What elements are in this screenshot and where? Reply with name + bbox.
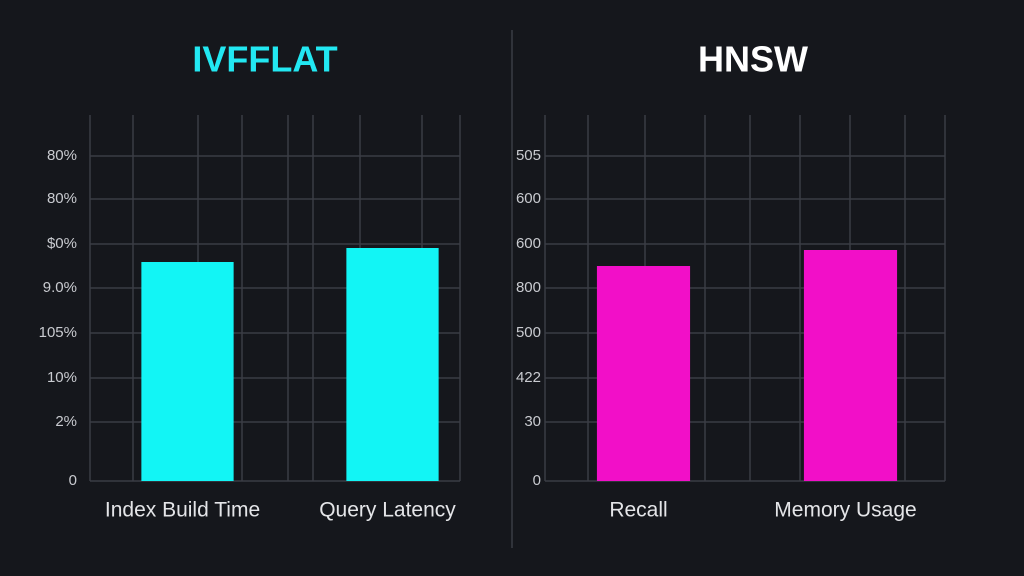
bar (596, 266, 691, 481)
x-tick-label: Recall (609, 499, 667, 522)
y-tick-label: 9.0% (43, 279, 77, 296)
bar (346, 248, 439, 481)
chart-title: HNSW (698, 39, 808, 80)
y-tick-label: 422 (516, 369, 541, 386)
y-tick-label: 80% (47, 190, 77, 207)
chart-title: IVFFLAT (192, 39, 337, 80)
y-tick-label: 800 (516, 279, 541, 296)
y-tick-label: 10% (47, 369, 77, 386)
y-tick-label: 105% (39, 324, 77, 341)
x-tick-label: Memory Usage (774, 499, 916, 522)
x-tick-label: Index Build Time (105, 499, 260, 522)
y-tick-label: 0 (533, 472, 541, 489)
y-tick-label: 30 (524, 413, 541, 430)
y-tick-label: 80% (47, 147, 77, 164)
bar (141, 262, 234, 481)
y-tick-label: 505 (516, 147, 541, 164)
x-tick-label: Query Latency (319, 499, 456, 522)
y-tick-label: 2% (55, 413, 77, 430)
y-tick-label: 600 (516, 235, 541, 252)
bar (803, 250, 898, 481)
y-tick-label: 600 (516, 190, 541, 207)
y-tick-label: 500 (516, 324, 541, 341)
y-tick-label: $0% (47, 235, 77, 252)
y-tick-label: 0 (69, 472, 77, 489)
